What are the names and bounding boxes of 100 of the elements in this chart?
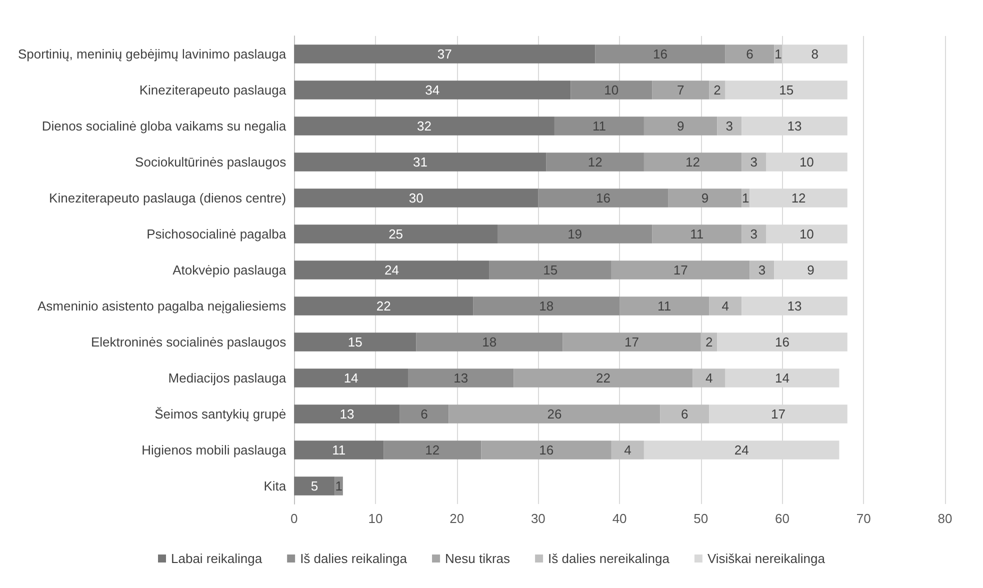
y-tick-label: Kineziterapeuto paslauga: [139, 82, 287, 98]
y-tick-label: Elektroninės socialinės paslaugos: [90, 334, 287, 350]
legend-label: Labai reikalinga: [171, 551, 263, 566]
bar: [498, 224, 652, 244]
data-label: 5: [310, 478, 318, 494]
bar: [652, 224, 742, 244]
data-label: 15: [348, 334, 362, 350]
data-label: 31: [412, 154, 428, 170]
data-label: 14: [775, 370, 790, 386]
x-tick-label: 60: [775, 511, 790, 526]
data-label: 1: [742, 190, 750, 206]
data-label: 13: [340, 406, 354, 422]
bar: [408, 368, 514, 388]
bar: [742, 224, 766, 244]
data-label: 10: [604, 82, 619, 98]
data-label: 3: [726, 118, 734, 134]
x-tick-label: 40: [612, 511, 627, 526]
data-label: 2: [714, 82, 721, 98]
bar: [742, 152, 766, 172]
bar: [416, 332, 563, 352]
bar: [294, 80, 571, 100]
legend-label: Nesu tikras: [445, 551, 511, 566]
data-label: 37: [437, 46, 452, 62]
legend-label: Iš dalies nereikalinga: [548, 551, 670, 566]
data-label: 7: [676, 82, 684, 98]
y-tick-label: Kita: [264, 478, 287, 494]
legend-label: Iš dalies reikalinga: [300, 551, 408, 566]
bar: [692, 368, 726, 388]
x-tick-label: 20: [450, 511, 464, 526]
bar: [294, 368, 408, 388]
bar: [294, 332, 416, 352]
bar: [294, 404, 400, 424]
bar: [644, 116, 718, 136]
bar: [294, 440, 384, 460]
bar: [570, 80, 652, 100]
y-tick-label: Šeimos santykių grupė: [154, 406, 286, 422]
data-label: 17: [624, 334, 639, 350]
bar: [611, 440, 644, 460]
bar: [611, 260, 750, 280]
data-label: 19: [568, 226, 582, 242]
y-tick-label: Psichosocialinė pagalba: [146, 226, 287, 242]
bar: [538, 188, 668, 208]
bar: [489, 260, 612, 280]
y-tick-label: Higienos mobili paslauga: [142, 442, 287, 458]
data-label: 9: [807, 262, 814, 278]
x-tick-label: 50: [694, 511, 708, 526]
bar: [717, 116, 742, 136]
data-label: 16: [539, 442, 554, 458]
data-label: 8: [811, 46, 818, 62]
data-label: 17: [673, 262, 688, 278]
bar: [750, 260, 774, 280]
y-tick-label: Kineziterapeuto paslauga (dienos centre): [49, 190, 286, 206]
bar: [481, 440, 612, 460]
data-label: 17: [770, 406, 786, 422]
data-label: 3: [750, 154, 758, 170]
bar: [700, 332, 718, 352]
data-label: 26: [547, 406, 562, 422]
data-label: 25: [388, 226, 404, 242]
data-label: 4: [624, 442, 632, 458]
data-label: 1: [335, 478, 342, 494]
bar: [595, 44, 726, 64]
bar: [644, 152, 742, 172]
data-label: 12: [791, 190, 806, 206]
x-tick-label: 30: [530, 511, 546, 526]
data-label: 11: [592, 118, 606, 134]
data-label: 9: [676, 118, 684, 134]
data-label: 13: [787, 298, 802, 314]
data-label: 12: [425, 442, 440, 458]
bar: [294, 116, 554, 136]
bar: [294, 44, 596, 64]
bar: [668, 188, 742, 208]
data-label: 14: [344, 370, 358, 386]
bar: [709, 296, 742, 316]
bar: [294, 476, 335, 496]
data-label: 1: [774, 46, 782, 62]
data-label: 16: [652, 46, 668, 62]
bar: [652, 80, 710, 100]
data-label: 24: [384, 262, 399, 278]
data-label: 15: [543, 262, 558, 278]
bar: [294, 152, 546, 172]
bar: [294, 224, 498, 244]
bar: [294, 296, 474, 316]
data-label: 15: [779, 82, 794, 98]
x-tick-label: 0: [290, 511, 298, 526]
data-label: 16: [596, 190, 611, 206]
bar: [554, 116, 644, 136]
data-label: 10: [799, 226, 814, 242]
bar: [294, 188, 538, 208]
data-label: 13: [454, 370, 468, 386]
data-label: 22: [376, 298, 391, 314]
data-label: 32: [417, 118, 432, 134]
data-label: 13: [787, 118, 802, 134]
bar: [546, 152, 644, 172]
data-label: 22: [596, 370, 611, 386]
data-label: 12: [686, 154, 700, 170]
bar: [514, 368, 693, 388]
y-tick-label: Sportinių, meninių gebėjimų lavinimo paslauga: [18, 46, 287, 62]
data-label: 4: [722, 298, 729, 314]
data-label: 34: [425, 82, 440, 98]
bar: [384, 440, 482, 460]
